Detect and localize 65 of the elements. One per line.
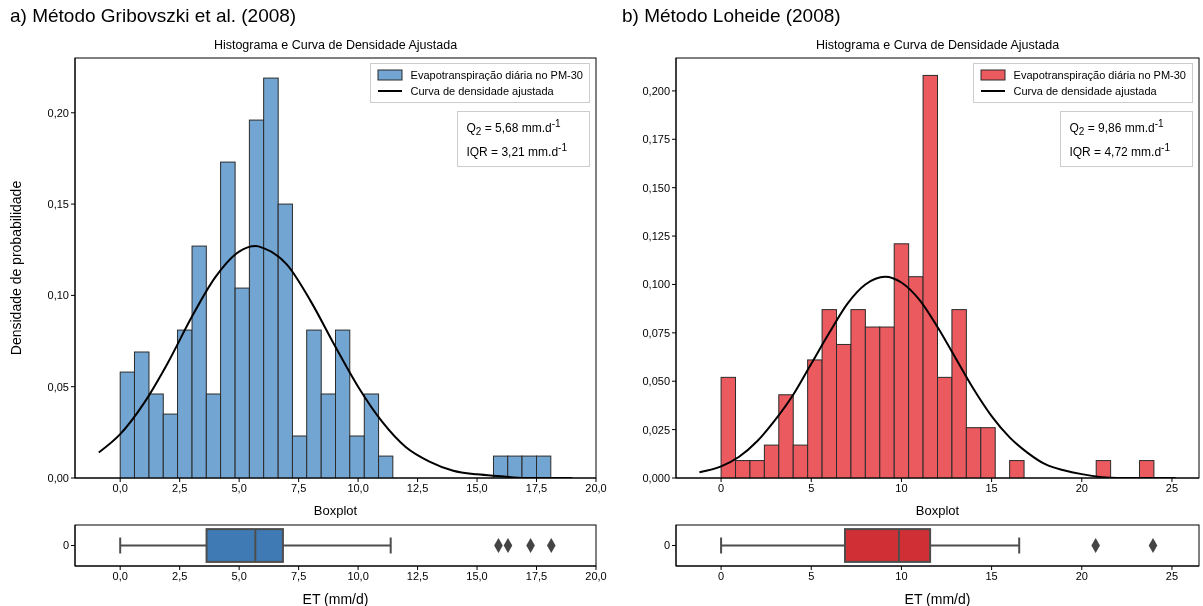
annotation: Q$_{2}$ = 9,86 mm.d$^{-1}$: [1069, 117, 1165, 140]
x-tick-label: 10: [895, 481, 908, 494]
y-tick-label: 0,05: [47, 380, 69, 393]
y-axis-title: Densidade de probabilidade: [7, 180, 24, 356]
y-tick-label: 0,15: [47, 197, 69, 210]
x-tick-label: 15,0: [466, 481, 488, 494]
x-tick-label: 20,0: [585, 481, 607, 494]
x-tick-label: 10,0: [347, 569, 369, 582]
chart-title: Boxplot: [312, 503, 359, 518]
x-tick-label: 12,5: [406, 569, 429, 582]
y-tick-label: 0,025: [642, 423, 670, 436]
statistics-box: Q$_{2}$ = 5,68 mm.d$^{-1}$ IQR = 3,21 mm.d$^{-1}$: [457, 111, 590, 168]
y-tick-label: 0,200: [642, 84, 670, 97]
x-tick-label: 10: [895, 569, 908, 582]
x-tick-label: 25: [1165, 569, 1179, 582]
x-tick-label: 5,0: [231, 481, 247, 494]
statistics-box: Q$_{2}$ = 9,86 mm.d$^{-1}$ IQR = 4,72 mm.d$^{-1}$: [1060, 111, 1193, 168]
x-tick-label: 0,0: [112, 481, 128, 494]
x-tick-label: 12,5: [406, 481, 429, 494]
legend-label: Evapotranspiração diária no PM-30: [410, 68, 583, 83]
legend-label: Evapotranspiração diária no PM-30: [1013, 68, 1186, 83]
x-tick-label: 7,5: [290, 569, 307, 582]
x-tick-label: 5,0: [231, 569, 247, 582]
chart-title: a) Método Gribovszki et al. (2008): [10, 5, 297, 27]
x-tick-label: 5: [808, 569, 815, 582]
x-tick-label: 15,0: [466, 569, 488, 582]
x-tick-label: 25: [1165, 481, 1179, 494]
x-tick-label: 0: [718, 569, 725, 582]
y-tick-label: 0,050: [642, 375, 670, 388]
x-tick-label: 5: [808, 481, 815, 494]
y-tick-label: 0,10: [47, 289, 69, 302]
chart-subtitle: Histograma e Curva de Densidade Ajustada: [212, 38, 459, 52]
legend-label: Curva de densidade ajustada: [410, 84, 554, 99]
x-tick-label: 17,5: [525, 569, 548, 582]
x-tick-label: 2,5: [172, 569, 188, 582]
x-tick-label: 20,0: [585, 569, 607, 582]
x-tick-label: 0: [718, 481, 725, 494]
x-axis-title: ET (mm/d): [302, 591, 369, 606]
x-tick-label: 7,5: [290, 481, 307, 494]
legend-label: Curva de densidade ajustada: [1013, 84, 1157, 99]
y-tick-label: 0,175: [642, 133, 670, 146]
x-tick-label: 0,0: [112, 569, 128, 582]
x-axis-title: ET (mm/d): [904, 591, 971, 606]
y-tick-label: 0,20: [47, 106, 69, 119]
x-tick-label: 20: [1075, 569, 1088, 582]
x-tick-label: 20: [1075, 481, 1088, 494]
y-tick-label: 0,075: [642, 326, 670, 339]
x-tick-label: 15: [985, 569, 998, 582]
annotation: Q$_{2}$ = 5,68 mm.d$^{-1}$: [466, 117, 562, 140]
y-tick-label: 0,00: [47, 471, 69, 484]
y-tick-label: 0: [62, 539, 69, 552]
y-tick-label: 0,125: [642, 229, 670, 242]
x-tick-label: 15: [985, 481, 998, 494]
annotation: IQR = 3,21 mm.d$^{-1}$: [466, 141, 567, 161]
y-tick-label: 0,150: [642, 181, 670, 194]
x-tick-label: 2,5: [172, 481, 188, 494]
chart-title: b) Método Loheide (2008): [622, 5, 841, 27]
annotation: IQR = 4,72 mm.d$^{-1}$: [1069, 141, 1170, 161]
y-tick-label: 0,100: [642, 278, 670, 291]
x-tick-label: 17,5: [525, 481, 548, 494]
chart-subtitle: Histograma e Curva de Densidade Ajustada: [814, 38, 1061, 52]
y-tick-label: 0: [663, 539, 670, 552]
x-tick-label: 10,0: [347, 481, 369, 494]
y-tick-label: 0,000: [642, 471, 670, 484]
chart-title: Boxplot: [914, 503, 961, 518]
